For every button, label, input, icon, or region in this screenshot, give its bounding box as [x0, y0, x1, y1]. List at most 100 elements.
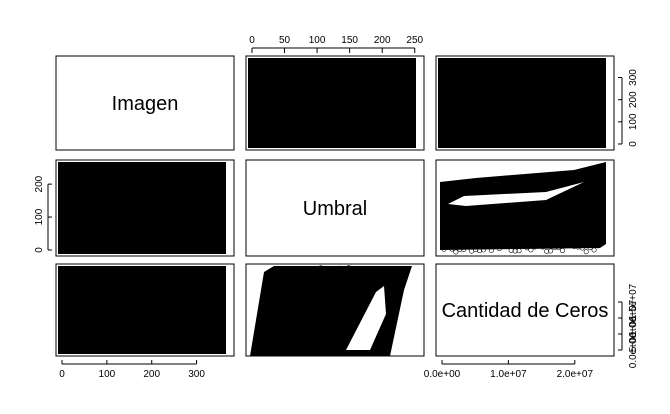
- right-axis-tick-label: 1.0e+07: [628, 299, 639, 336]
- scatter-point-edge: [441, 246, 447, 252]
- scatter-point-edge: [349, 266, 356, 273]
- scatter-point-edge: [563, 242, 569, 248]
- top-axis-tick-label: 0: [249, 35, 255, 46]
- right-axis-tick-label: 300: [628, 69, 639, 86]
- panels-group: Imagen Umbral Cantidad de Ceros: [55, 55, 615, 357]
- scatter-point-edge: [512, 248, 518, 254]
- scatter-point-edge: [343, 267, 350, 274]
- scatter-point-edge: [320, 268, 326, 274]
- scatter-cloud-imagen-vs-umbral: [248, 58, 416, 148]
- scatter-point-edge: [384, 268, 391, 274]
- scatter-point-edge: [500, 243, 506, 249]
- scatter-point-edge: [552, 244, 558, 250]
- scatter-cloud-umbral-vs-imagen: [58, 162, 226, 254]
- scatter-point-edge: [330, 270, 337, 276]
- scatter-point-edge: [587, 245, 593, 251]
- panel-frame-0-2: [435, 55, 615, 151]
- scatter-point-edge: [591, 247, 597, 253]
- scatter-point-edge: [318, 265, 324, 271]
- scatter-point-edge: [336, 265, 343, 272]
- scatter-point-edge: [445, 243, 451, 249]
- scatter-point-edge: [595, 243, 601, 249]
- scatter-point-edge: [316, 266, 323, 273]
- panel-frame-1-2: [435, 159, 615, 257]
- scatter-point-edge: [520, 242, 526, 248]
- scatter-point-edge: [465, 242, 471, 248]
- diagonal-label-1: Umbral: [303, 198, 367, 220]
- bottom-axis-tick-label: 0.0e+00: [424, 369, 461, 380]
- left-axis-tick-label: 200: [34, 175, 45, 192]
- scatter-gap-ceros-vs-umbral: [346, 286, 386, 350]
- panel-frame-1-0: [55, 159, 235, 257]
- panel-frame-1-1: [245, 159, 425, 257]
- scatter-point-edge: [316, 270, 323, 277]
- scatter-point-edge: [268, 269, 275, 275]
- bottom-axis-tick-label: 100: [99, 369, 116, 380]
- scatter-point-edge: [548, 248, 554, 254]
- panel-frame-0-1: [245, 55, 425, 151]
- scatter-point-edge: [300, 269, 307, 276]
- right-axis-tick-label: 0.0e+00: [628, 331, 639, 368]
- scatter-cloud-umbral-vs-ceros: [440, 162, 606, 250]
- scatter-point-edge: [516, 248, 522, 254]
- scatter-point-edge: [488, 247, 494, 253]
- scatter-point-edge: [362, 269, 368, 275]
- scatter-point-edge: [449, 246, 455, 252]
- bottom-axis-tick-label: 0: [59, 369, 65, 380]
- scatter-point-edge: [346, 270, 353, 276]
- right-axis-tick-label: 1.5e+07: [628, 283, 639, 320]
- scatter-point-edge: [544, 248, 550, 254]
- panel-frame-2-0: [55, 263, 235, 357]
- scatter-point-edge: [296, 265, 303, 272]
- scatter-point-edge: [496, 246, 502, 252]
- top-axis-tick-label: 50: [279, 35, 291, 46]
- scatter-cloud-ceros-vs-umbral: [250, 266, 412, 356]
- bottom-axis-tick-label: 2.0e+07: [557, 369, 594, 380]
- scatter-point-edge: [579, 245, 585, 251]
- top-axis-tick-label: 200: [374, 35, 391, 46]
- diagonal-label-2: Cantidad de Ceros: [442, 300, 609, 322]
- scatter-point-edge: [536, 243, 542, 249]
- scatter-point-edge: [477, 248, 483, 254]
- scatter-point-edge: [324, 270, 331, 277]
- bottom-axis-tick-label: 1.0e+07: [490, 369, 527, 380]
- scatter-point-edge: [559, 248, 565, 254]
- scatter-point-edge: [492, 243, 498, 249]
- scatter-point-edge: [480, 247, 486, 253]
- scatter-point-edge: [289, 268, 296, 275]
- diagonal-label-0: Imagen: [112, 93, 179, 115]
- bottom-axis-tick-label: 200: [143, 369, 160, 380]
- scatter-point-edge: [461, 246, 467, 252]
- scatter-point-edge: [556, 244, 562, 250]
- scatter-point-edge: [524, 245, 530, 251]
- scatter-point-edge: [484, 244, 490, 250]
- scatter-point-edge: [508, 247, 514, 253]
- scatter-point-edge: [300, 266, 307, 273]
- scatter-point-edge: [269, 268, 276, 275]
- right-axis-tick-label: 0: [628, 141, 639, 147]
- scatter-point-edge: [540, 244, 546, 250]
- right-axis-tick-label: 5.0e+06: [628, 315, 639, 352]
- scatter-point-edge: [374, 268, 380, 275]
- scatter-point-edge: [571, 244, 577, 250]
- scatter-cloud-ceros-vs-imagen: [58, 266, 226, 354]
- left-axis-tick-label: 0: [34, 247, 45, 253]
- scatter-point-edge: [583, 249, 589, 255]
- panel-frame-0-0: [55, 55, 235, 151]
- scatter-point-edge: [457, 246, 463, 252]
- scatter-point-edge: [453, 249, 459, 255]
- bottom-axis-tick-label: 300: [188, 369, 205, 380]
- scatter-point-edge: [532, 244, 538, 250]
- right-axis-tick-label: 100: [628, 113, 639, 130]
- right-axis-tick-label: 200: [628, 91, 639, 108]
- left-axis-tick-label: 100: [34, 208, 45, 225]
- scatter-point-edge: [504, 243, 510, 249]
- panel-frame-2-2: [435, 263, 615, 357]
- scatter-cloud-imagen-vs-ceros: [438, 58, 606, 148]
- scatter-gap-umbral-vs-ceros: [448, 182, 584, 206]
- scatter-point-edge: [312, 267, 318, 274]
- axes-group: 0 50 100 150 200 250010020030001002000.0e+005…: [34, 35, 639, 380]
- top-axis-tick-label: 250: [406, 35, 423, 46]
- scatter-point-edge: [528, 247, 534, 253]
